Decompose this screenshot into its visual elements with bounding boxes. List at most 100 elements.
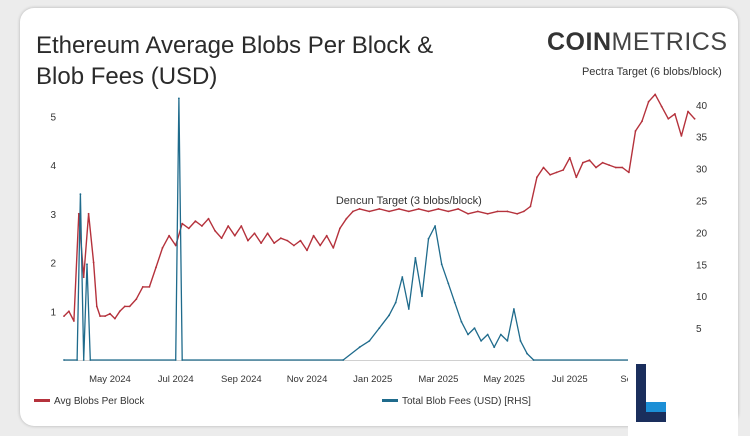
y-right-tick-label: 10 — [696, 292, 708, 303]
data-point-avg-blobs — [128, 305, 131, 308]
data-point-avg-blobs — [220, 237, 223, 240]
data-point-blob-fees — [358, 346, 361, 349]
data-point-blob-fees — [499, 333, 502, 336]
data-point-blob-fees — [513, 308, 515, 310]
data-point-avg-blobs — [562, 169, 565, 171]
legend-item-avg-blobs: Avg Blobs Per Block — [34, 396, 144, 407]
x-tick-label: Jan 2025 — [353, 374, 392, 385]
data-point-blob-fees — [388, 314, 390, 317]
legend-swatch-blue — [382, 398, 398, 402]
x-tick-label: May 2024 — [89, 374, 131, 385]
data-point-blob-fees — [342, 359, 345, 361]
data-point-avg-blobs — [306, 249, 308, 252]
data-point-avg-blobs — [427, 210, 430, 213]
y-right-tick-label: 15 — [696, 260, 708, 271]
data-point-blob-fees — [79, 193, 82, 196]
data-point-avg-blobs — [358, 208, 361, 210]
data-point-avg-blobs — [654, 93, 657, 96]
data-point-avg-blobs — [148, 286, 151, 288]
data-point-avg-blobs — [486, 212, 489, 215]
data-point-avg-blobs — [447, 210, 450, 213]
annotation-pectra-target: Pectra Target (6 blobs/block) — [582, 66, 722, 78]
x-tick-label: Mar 2025 — [418, 374, 458, 385]
data-point-avg-blobs — [339, 227, 341, 230]
data-point-avg-blobs — [95, 305, 98, 308]
y-right-tick-label: 25 — [696, 196, 708, 207]
y-left-tick-label: 5 — [50, 112, 56, 123]
data-point-avg-blobs — [87, 212, 90, 215]
data-point-avg-blobs — [253, 232, 256, 235]
data-point-blob-fees — [86, 263, 88, 266]
data-point-avg-blobs — [542, 166, 545, 169]
data-point-avg-blobs — [319, 244, 322, 247]
data-point-avg-blobs — [345, 217, 348, 220]
data-point-avg-blobs — [575, 176, 578, 179]
y-right-tick-label: 30 — [696, 165, 708, 176]
data-point-avg-blobs — [109, 312, 111, 315]
data-point-avg-blobs — [476, 210, 479, 213]
data-point-avg-blobs — [168, 234, 171, 237]
data-point-avg-blobs — [266, 232, 269, 235]
data-point-avg-blobs — [674, 113, 676, 115]
data-point-blob-fees — [181, 359, 184, 361]
data-point-avg-blobs — [155, 266, 157, 269]
x-tick-label: Sep 2024 — [221, 374, 262, 385]
data-point-blob-fees — [447, 282, 450, 285]
data-point-avg-blobs — [568, 156, 571, 159]
data-point-avg-blobs — [634, 130, 637, 132]
x-tick-label: May 2025 — [483, 374, 525, 385]
data-point-avg-blobs — [247, 239, 249, 242]
data-point-avg-blobs — [516, 212, 519, 215]
data-point-blob-fees — [394, 301, 397, 304]
data-point-blob-fees — [480, 340, 482, 342]
data-point-blob-fees — [440, 263, 443, 266]
data-point-avg-blobs — [660, 105, 663, 108]
y-left-tick-label: 3 — [50, 210, 56, 221]
data-point-blob-fees — [421, 295, 423, 298]
data-point-blob-fees — [453, 301, 456, 304]
y-left-tick-label: 4 — [50, 161, 56, 172]
data-point-blob-fees — [63, 359, 65, 361]
data-point-avg-blobs — [82, 276, 85, 279]
data-point-avg-blobs — [118, 310, 121, 313]
data-point-avg-blobs — [99, 315, 101, 317]
data-point-avg-blobs — [161, 247, 164, 249]
chart-card: Ethereum Average Blobs Per Block & Blob … — [20, 8, 738, 426]
data-point-avg-blobs — [595, 166, 597, 169]
data-point-avg-blobs — [614, 166, 617, 169]
y-left-tick-label: 2 — [50, 259, 56, 270]
chart-title-line-2: Blob Fees (USD) — [36, 63, 218, 90]
chart-title: Ethereum Average Blobs Per Block & Blob … — [36, 30, 496, 92]
chart-title-line-1: Ethereum Average Blobs Per Block & — [36, 32, 434, 59]
data-point-avg-blobs — [555, 171, 558, 174]
data-point-avg-blobs — [608, 164, 611, 167]
data-point-avg-blobs — [114, 317, 116, 320]
data-point-avg-blobs — [240, 225, 243, 227]
data-point-avg-blobs — [141, 286, 144, 288]
data-point-blob-fees — [368, 340, 371, 342]
data-point-avg-blobs — [641, 120, 643, 123]
data-point-avg-blobs — [496, 210, 499, 213]
data-point-avg-blobs — [293, 244, 295, 247]
data-point-avg-blobs — [506, 210, 509, 213]
data-point-avg-blobs — [536, 176, 538, 179]
data-point-avg-blobs — [687, 110, 689, 113]
watermark-l-icon — [636, 364, 666, 422]
data-point-avg-blobs — [233, 234, 236, 237]
data-point-avg-blobs — [63, 315, 65, 317]
data-point-avg-blobs — [621, 166, 624, 169]
x-tick-label: Nov 2024 — [287, 374, 328, 385]
data-point-avg-blobs — [214, 230, 217, 232]
logo-bold-part: COIN — [547, 28, 612, 56]
data-point-avg-blobs — [352, 210, 354, 213]
data-point-avg-blobs — [332, 247, 335, 249]
data-point-avg-blobs — [77, 212, 80, 215]
data-point-avg-blobs — [187, 227, 190, 230]
data-point-avg-blobs — [104, 315, 106, 317]
data-point-avg-blobs — [73, 320, 75, 322]
data-point-avg-blobs — [279, 237, 282, 240]
legend-label-avg-blobs: Avg Blobs Per Block — [54, 396, 145, 407]
data-point-blob-fees — [506, 340, 509, 342]
data-point-avg-blobs — [398, 208, 400, 210]
data-point-avg-blobs — [437, 208, 440, 210]
